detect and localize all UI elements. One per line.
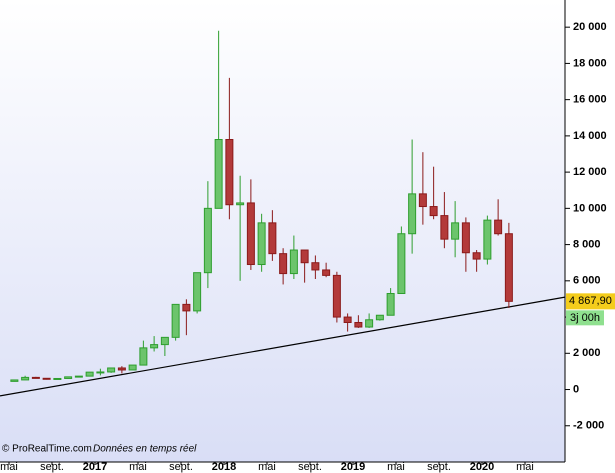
x-tick-label: 2020 (470, 461, 494, 473)
candle-body (107, 367, 116, 373)
x-tick-label: sept. (427, 461, 451, 473)
candle-body (483, 219, 492, 260)
last-price-box (566, 293, 615, 310)
candle-body (203, 207, 212, 274)
candle-body (182, 303, 191, 312)
axis-background (0, 462, 565, 473)
countdown-label: 3j 00h (570, 312, 600, 324)
candle-body (429, 206, 438, 217)
candle-body (21, 376, 30, 381)
candle-body (150, 344, 159, 349)
x-tick-label: mai (516, 461, 534, 473)
candle-body (397, 233, 406, 295)
y-tick-label: 12 000 (573, 166, 607, 178)
candle-body (472, 252, 481, 260)
y-tick-label: 20 000 (573, 21, 607, 33)
candle-body (171, 303, 180, 338)
candle-body (375, 314, 384, 321)
candle-body (31, 376, 40, 379)
trend-line (0, 296, 566, 397)
y-tick-label: 18 000 (573, 57, 607, 69)
candle-body (418, 193, 427, 208)
y-tick-label: 2 000 (573, 347, 601, 359)
source: © ProRealTime.com (2, 444, 92, 455)
candle-body (386, 293, 395, 316)
candle-body (408, 193, 417, 235)
y-tick-label: -2 000 (573, 420, 604, 432)
candle-body (343, 316, 352, 323)
y-tick-label: 10 000 (573, 202, 607, 214)
candle-body (257, 222, 266, 266)
candle-body (85, 371, 94, 377)
x-tick-label: 2018 (212, 461, 236, 473)
candle-body (322, 269, 331, 276)
y-tick-label: 8 000 (573, 238, 601, 250)
candle-body (494, 219, 503, 235)
plot-background (0, 0, 565, 462)
candle-body (42, 377, 51, 380)
x-tick-label: 2019 (341, 461, 365, 473)
candle-body (461, 222, 470, 254)
candle-body (268, 222, 277, 255)
candle-body (64, 376, 73, 379)
countdown-box (566, 310, 604, 326)
candle-body (160, 336, 169, 346)
candle-body (236, 202, 245, 206)
x-tick-label: mai (387, 461, 405, 473)
y-tick-label: 6 000 (573, 275, 601, 287)
x-tick-label: mai (129, 461, 147, 473)
y-tick-label: 14 000 (573, 130, 607, 142)
candle-body (96, 371, 105, 374)
candle-body (365, 319, 374, 328)
candle-body (128, 364, 137, 371)
candle-body (279, 253, 288, 275)
y-tick-label: 16 000 (573, 94, 607, 106)
x-tick-label: sept. (40, 461, 64, 473)
candle-body (289, 249, 298, 275)
y-tick-label: 0 (573, 383, 579, 395)
x-tick-label: mai (258, 461, 276, 473)
last-price-label: 4 867,90 (569, 295, 612, 307)
x-tick-label: sept. (169, 461, 193, 473)
candle-body (74, 375, 83, 378)
x-tick-label: 2017 (83, 461, 107, 473)
candle-body (504, 233, 513, 302)
x-tick-label: mai (0, 461, 18, 473)
candle-body (193, 272, 202, 312)
candle-body (225, 139, 234, 206)
candle-body (53, 377, 62, 380)
candle-body (311, 262, 320, 271)
candle-body (214, 139, 223, 209)
candle-body (246, 202, 255, 266)
note: Données en temps réel (93, 444, 197, 455)
candle-body (354, 321, 363, 328)
candle-body (451, 222, 460, 240)
candle-body (332, 274, 341, 318)
candle-body (117, 367, 126, 371)
candle-body (300, 249, 309, 264)
axis-background (565, 0, 615, 473)
candle-body (10, 379, 19, 382)
x-tick-label: sept. (298, 461, 322, 473)
candle-body (440, 215, 449, 240)
candle-body (139, 347, 148, 366)
